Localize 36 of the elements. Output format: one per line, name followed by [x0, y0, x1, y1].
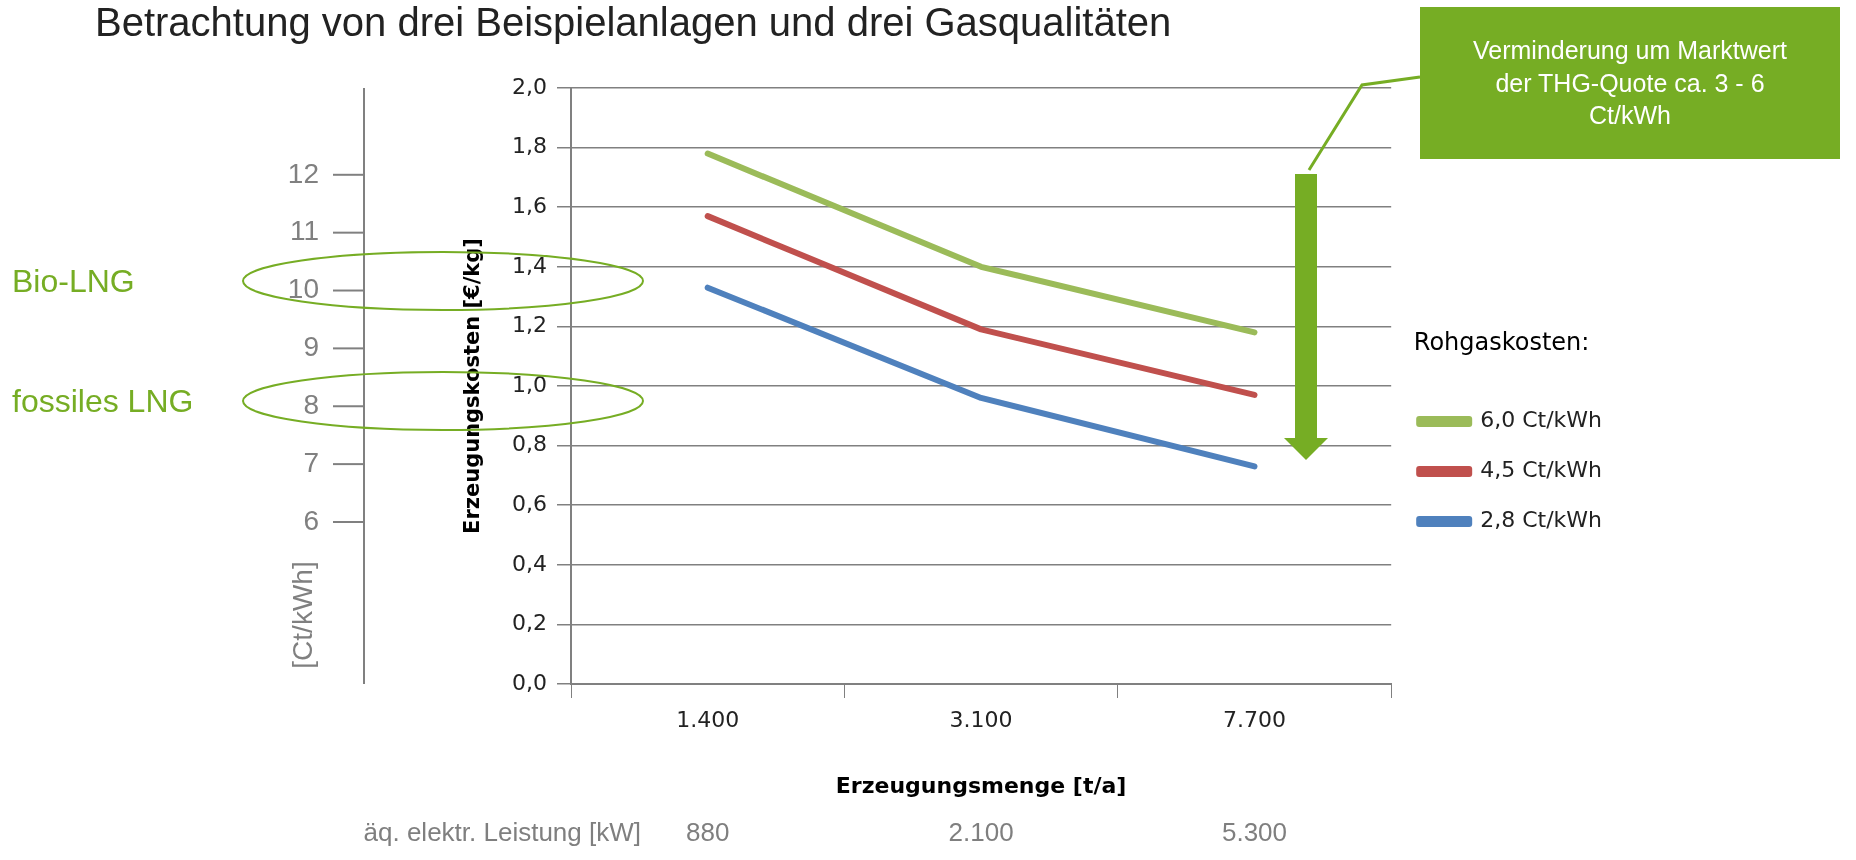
y2-tick-label: 7: [303, 446, 319, 478]
y-tick-label: 1,6: [512, 192, 547, 218]
y-tick-label: 1,8: [512, 133, 547, 159]
y2-axis-title: [Ct/kWh]: [286, 561, 318, 669]
text: 5.300: [1221, 817, 1288, 848]
y-tick-label: 1,2: [512, 312, 547, 338]
y2-tick-label: 9: [303, 331, 319, 363]
x-tick-label: 7.700: [1222, 706, 1286, 732]
y2-tick-label: 10: [287, 273, 319, 305]
x-tick-label: 3.100: [949, 706, 1013, 732]
text: Bio-LNG: [12, 262, 135, 300]
y-tick-label: 0,8: [512, 431, 547, 457]
y-tick-label: 0,6: [512, 490, 547, 516]
x-tick-label: 1.400: [676, 706, 740, 732]
y-tick-label: 0,2: [512, 610, 547, 636]
y-tick-label: 0,0: [512, 669, 547, 695]
y-axis-title: Erzeugungskosten [€/kg]: [460, 238, 485, 534]
text: 2.100: [948, 817, 1014, 848]
y2-tick-label: 8: [303, 388, 319, 420]
y2-tick-label: 12: [287, 157, 319, 189]
callout-box: Verminderung um Marktwert der THG-Quote ca. 3 - 6 Ct/kWh: [1420, 7, 1840, 159]
legend-label: 2,8 Ct/kWh: [1480, 507, 1603, 533]
y2-tick-label: 11: [289, 215, 319, 247]
legend-title: Rohgaskosten:: [1413, 327, 1590, 356]
legend-label: 6,0 Ct/kWh: [1480, 407, 1603, 433]
chart-title: Betrachtung von drei Beispielanlagen und drei Gasqualitäten: [95, 0, 1172, 45]
y-tick-label: 1,0: [512, 371, 547, 397]
y-tick-label: 0,4: [512, 550, 547, 576]
x-axis-title: Erzeugungsmenge [t/a]: [835, 772, 1127, 798]
y-tick-label: 2,0: [512, 73, 547, 99]
text: 880: [686, 817, 730, 848]
legend-label: 4,5 Ct/kWh: [1480, 457, 1603, 483]
text: äq. elektr. Leistung [kW]: [363, 817, 641, 848]
y2-tick-label: 6: [303, 504, 319, 536]
text: fossiles LNG: [12, 382, 194, 420]
y-tick-label: 1,4: [512, 252, 547, 278]
